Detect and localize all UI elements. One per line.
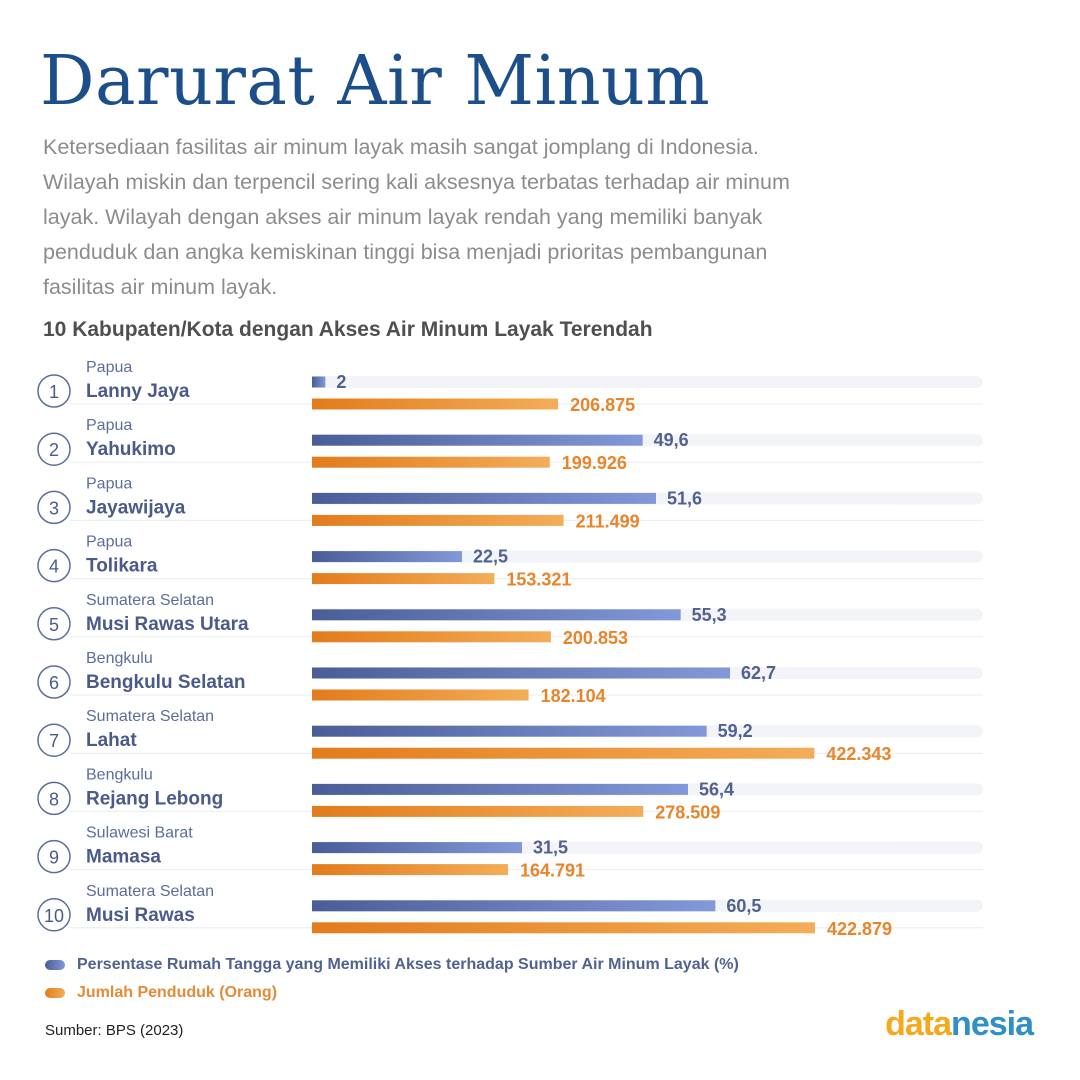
percentage-value-label: 56,4 [699, 779, 734, 799]
percentage-value-label: 51,6 [667, 488, 702, 508]
page-title: Darurat Air Minum [40, 42, 711, 121]
population-bar [312, 573, 495, 585]
population-value-label: 164.791 [520, 861, 585, 881]
percentage-bar [312, 900, 716, 912]
district-label: Yahukimo [86, 439, 176, 460]
population-bar [312, 689, 529, 701]
rank-number: 6 [49, 673, 59, 693]
source-note: Sumber: BPS (2023) [45, 1022, 184, 1039]
percentage-value-label: 2 [336, 372, 346, 392]
datanesia-logo: datanesia [885, 1005, 1034, 1044]
population-value-label: 200.853 [563, 628, 628, 648]
population-bar [312, 805, 644, 817]
percentage-bar [312, 609, 681, 621]
province-label: Papua [86, 475, 132, 492]
percentage-value-label: 55,3 [692, 605, 727, 625]
province-label: Papua [86, 359, 132, 376]
rank-number: 3 [49, 498, 59, 518]
rank-number: 7 [49, 731, 59, 751]
rank-number: 8 [49, 789, 59, 809]
population-value-label: 422.879 [827, 919, 892, 939]
rank-circle [37, 781, 71, 816]
rank-circle [37, 432, 71, 466]
district-label: Lahat [86, 730, 137, 751]
rank-number: 10 [44, 906, 64, 926]
percentage-bar [312, 376, 326, 388]
bar-track [312, 550, 983, 563]
population-bar [312, 514, 564, 526]
percentage-value-label: 59,2 [718, 721, 753, 741]
district-label: Tolikara [86, 556, 158, 577]
district-label: Rejang Lebong [86, 788, 223, 809]
percentage-bar [312, 492, 656, 504]
percentage-value-label: 60,5 [726, 896, 761, 916]
percentage-value-label: 22,5 [473, 547, 508, 567]
percentage-bar [312, 725, 707, 737]
rank-circle [37, 839, 71, 874]
province-label: Sulawesi Barat [86, 825, 193, 842]
district-label: Mamasa [86, 847, 161, 868]
legend-swatch-orange [45, 988, 65, 998]
population-value-label: 211.499 [576, 511, 640, 531]
bar-track [312, 376, 983, 388]
rank-number: 9 [49, 848, 59, 868]
rank-number: 2 [49, 440, 59, 460]
population-value-label: 422.343 [826, 744, 891, 764]
percentage-value-label: 62,7 [741, 663, 776, 683]
logo-part-nesia: nesia [951, 1005, 1034, 1043]
province-label: Papua [86, 534, 132, 551]
district-label: Jayawijaya [86, 497, 186, 518]
percentage-bar [312, 434, 643, 446]
legend-item-percentage: Persentase Rumah Tangga yang Memiliki Ak… [45, 956, 739, 974]
legend-swatch-blue [45, 960, 65, 970]
rank-circle [37, 607, 71, 641]
population-bar [312, 631, 551, 643]
rank-circle [37, 548, 71, 583]
population-value-label: 206.875 [570, 395, 635, 415]
logo-part-data: data [885, 1005, 952, 1043]
percentage-bar [312, 842, 522, 854]
population-value-label: 153.321 [506, 570, 571, 590]
rank-number: 4 [49, 557, 59, 577]
percentage-value-label: 31,5 [533, 838, 568, 858]
rank-circle [37, 665, 71, 699]
province-label: Sumatera Selatan [86, 708, 214, 725]
population-bar [312, 922, 815, 934]
population-bar [312, 456, 550, 468]
rank-circle [37, 723, 71, 757]
province-label: Sumatera Selatan [86, 592, 214, 609]
population-bar [312, 747, 815, 759]
rank-number: 5 [49, 615, 59, 635]
rank-number: 1 [49, 382, 59, 402]
population-bar [312, 398, 559, 410]
percentage-bar [312, 783, 688, 795]
district-label: Musi Rawas Utara [86, 614, 249, 635]
province-label: Papua [86, 417, 132, 434]
population-bar [312, 864, 509, 876]
percentage-bar [312, 667, 730, 679]
district-label: Lanny Jaya [86, 381, 190, 402]
rank-circle [37, 490, 71, 525]
legend-item-population: Jumlah Penduduk (Orang) [45, 984, 277, 1002]
legend-label-population: Jumlah Penduduk (Orang) [77, 984, 278, 1001]
rank-circle [37, 374, 71, 408]
description-paragraph: Ketersediaan fasilitas air minum layak m… [43, 135, 790, 299]
district-label: Musi Rawas [86, 905, 195, 926]
province-label: Bengkulu [86, 650, 153, 667]
province-label: Sumatera Selatan [86, 883, 214, 900]
population-value-label: 278.509 [655, 802, 720, 822]
district-label: Bengkulu Selatan [86, 672, 245, 693]
legend-label-percentage: Persentase Rumah Tangga yang Memiliki Ak… [77, 956, 739, 973]
percentage-value-label: 49,6 [654, 430, 689, 450]
rank-circle [37, 898, 71, 932]
percentage-bar [312, 551, 462, 563]
population-value-label: 199.926 [562, 453, 627, 473]
chart-title: 10 Kabupaten/Kota dengan Akses Air Minum… [43, 318, 653, 341]
population-value-label: 182.104 [541, 686, 606, 706]
province-label: Bengkulu [86, 766, 153, 783]
